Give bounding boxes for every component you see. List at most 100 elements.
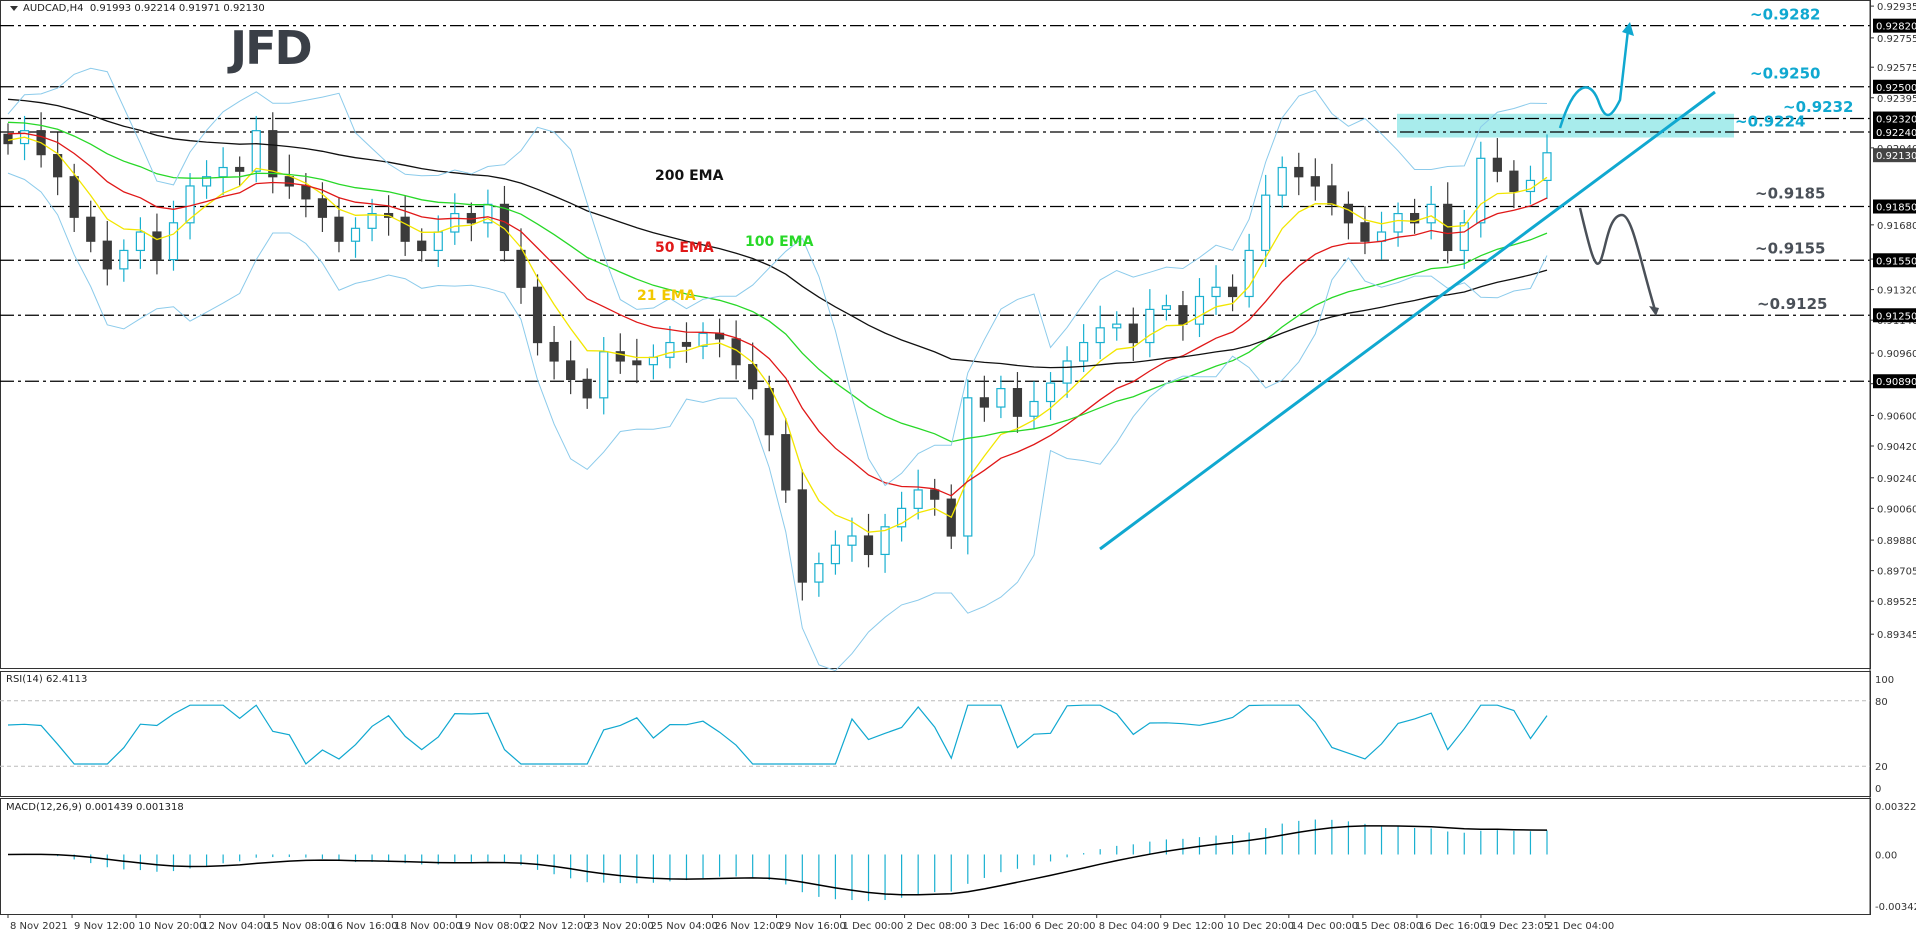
bear-candle	[532, 286, 543, 344]
time-tick-label: 19 Dec 23:05	[1483, 921, 1550, 932]
time-tick-label: 23 Nov 20:00	[586, 921, 653, 932]
bear-candle	[301, 185, 311, 200]
level-annotation: ~0.9232	[1783, 98, 1853, 116]
bear-candle	[632, 360, 642, 366]
bull-candle	[897, 507, 907, 528]
bear-candle	[549, 341, 559, 362]
bull-candle	[119, 249, 129, 270]
level-annotation: ~0.9224	[1735, 113, 1805, 131]
bear-candle	[1492, 157, 1502, 172]
symbol-label: AUDCAD,H4	[23, 3, 84, 14]
ema-label: 21 EMA	[637, 288, 696, 304]
price-tick-label: 0.89525	[1877, 597, 1916, 608]
macd-tick-label: 0.003225	[1875, 802, 1916, 813]
bear-candle	[516, 249, 526, 288]
price-tick-label: 0.89880	[1877, 536, 1916, 547]
bear-candle	[582, 378, 592, 399]
arrow-up-icon	[1622, 22, 1634, 36]
level-price-text: 0.90890	[1876, 377, 1916, 388]
price-tick-label: 0.92395	[1877, 94, 1916, 105]
macd-tick-label: -0.003426	[1875, 902, 1916, 913]
time-tick-label: 14 Dec 00:00	[1291, 921, 1358, 932]
rsi-tick-label: 0	[1875, 784, 1881, 795]
bull-candle	[135, 231, 145, 252]
time-tick-label: 10 Dec 20:00	[1227, 921, 1294, 932]
bear-candle	[1310, 176, 1320, 187]
uptrend-line[interactable]	[1099, 90, 1716, 551]
time-tick-label: 16 Dec 16:00	[1419, 921, 1486, 932]
bull-candle	[185, 185, 195, 224]
bull-candle	[1079, 341, 1089, 362]
time-tick-label: 10 Nov 20:00	[138, 921, 205, 932]
chart-header: AUDCAD,H4 0.91993 0.92214 0.91971 0.9213…	[10, 3, 265, 14]
time-tick-label: 26 Nov 12:00	[714, 921, 781, 932]
rsi-label: RSI(14) 62.4113	[6, 674, 88, 685]
bear-candle	[979, 397, 989, 408]
bear-candle	[748, 364, 758, 390]
jfd-logo: JFD	[230, 21, 313, 75]
bear-candle	[764, 388, 774, 436]
macd-histogram	[23, 819, 1548, 902]
bull-candle	[1194, 295, 1205, 325]
bull-candle	[996, 388, 1006, 408]
horizontal-levels	[0, 25, 1870, 382]
collapse-triangle-icon[interactable]	[10, 5, 18, 11]
level-price-badge	[1873, 79, 1916, 94]
price-tick-label: 0.91320	[1877, 286, 1916, 297]
bull-candle	[1045, 382, 1056, 403]
price-tick-label: 0.89345	[1877, 630, 1916, 641]
bear-candle	[317, 198, 328, 218]
level-annotation: ~0.9125	[1757, 295, 1827, 313]
bear-candle	[417, 240, 427, 252]
bear-candle	[152, 231, 162, 261]
bear-candle	[781, 434, 791, 491]
bull-candle	[350, 227, 361, 242]
bull-candle	[599, 351, 609, 399]
bear-candle	[1327, 185, 1337, 205]
bollinger-lower	[7, 172, 1548, 672]
bull-candle	[1145, 308, 1155, 344]
bear-candle	[3, 133, 13, 145]
time-tick-label: 8 Nov 2021	[10, 921, 68, 932]
bear-candle	[731, 338, 741, 366]
time-tick-label: 25 Nov 04:00	[650, 921, 717, 932]
macd-signal-line	[7, 825, 1548, 896]
macd-panel-frame	[0, 798, 1871, 915]
time-tick-label: 21 Dec 04:00	[1547, 921, 1614, 932]
current-price-badge	[1873, 148, 1916, 163]
level-price-badge	[1873, 18, 1916, 33]
bull-candle	[433, 231, 443, 252]
price-tick-label: 0.92755	[1877, 34, 1916, 45]
bear-candle	[400, 216, 410, 242]
arrow-down-icon	[1649, 306, 1659, 316]
bear-candle	[681, 341, 692, 347]
ema200-line	[7, 98, 1548, 369]
bear-candle	[1360, 222, 1370, 242]
bear-candle	[615, 351, 625, 362]
bull-candle	[1459, 222, 1469, 252]
price-tick-label: 0.91680	[1877, 221, 1916, 232]
rsi-line	[7, 704, 1548, 765]
level-price-text: 0.91250	[1876, 311, 1916, 322]
bull-candle	[1029, 400, 1039, 417]
level-price-text: 0.92500	[1876, 83, 1916, 94]
ema-label: 200 EMA	[655, 168, 724, 184]
bull-candle	[367, 212, 377, 229]
time-tick-label: 15 Nov 08:00	[266, 921, 333, 932]
bear-candle	[930, 489, 940, 500]
ema21-line	[7, 136, 1548, 533]
bear-candle	[797, 489, 807, 583]
time-tick-label: 12 Nov 04:00	[202, 921, 269, 932]
bull-candle	[1112, 323, 1122, 329]
main-chart-frame	[0, 0, 1871, 669]
bull-candle	[1277, 166, 1287, 196]
bull-candle	[1244, 249, 1254, 298]
bear-candle	[1128, 323, 1138, 344]
bear-candle	[69, 176, 79, 218]
bull-candle	[1476, 157, 1486, 224]
ema100-line	[7, 121, 1548, 443]
bear-candle	[1012, 388, 1023, 417]
bearish-scenario-arrow	[1578, 207, 1657, 311]
